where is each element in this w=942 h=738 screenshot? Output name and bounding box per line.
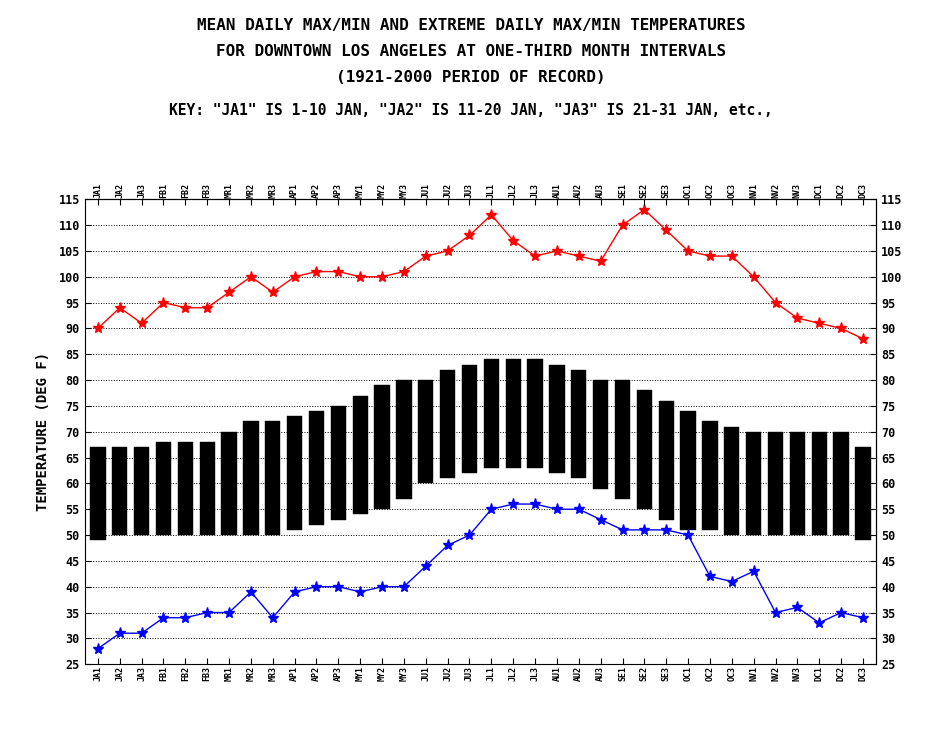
Bar <box>352 396 367 514</box>
Bar <box>112 447 127 535</box>
Bar <box>331 406 346 520</box>
Bar <box>615 380 630 499</box>
Bar <box>812 432 827 535</box>
Bar <box>265 421 281 535</box>
Bar <box>528 359 543 468</box>
Bar <box>593 380 609 489</box>
Y-axis label: TEMPERATURE (DEG F): TEMPERATURE (DEG F) <box>36 352 50 511</box>
Bar <box>506 359 521 468</box>
Bar <box>571 370 587 478</box>
Bar <box>483 359 499 468</box>
Bar <box>155 442 171 535</box>
Bar <box>440 370 455 478</box>
Bar <box>418 380 433 483</box>
Bar <box>746 432 761 535</box>
Bar <box>90 447 106 540</box>
Text: (1921-2000 PERIOD OF RECORD): (1921-2000 PERIOD OF RECORD) <box>336 70 606 85</box>
Bar <box>134 447 149 535</box>
Bar <box>397 380 412 499</box>
Bar <box>309 411 324 525</box>
Text: MEAN DAILY MAX/MIN AND EXTREME DAILY MAX/MIN TEMPERATURES: MEAN DAILY MAX/MIN AND EXTREME DAILY MAX… <box>197 18 745 33</box>
Text: KEY: "JA1" IS 1-10 JAN, "JA2" IS 11-20 JAN, "JA3" IS 21-31 JAN, etc.,: KEY: "JA1" IS 1-10 JAN, "JA2" IS 11-20 J… <box>170 103 772 118</box>
Bar <box>768 432 783 535</box>
Bar <box>658 401 674 520</box>
Text: FOR DOWNTOWN LOS ANGELES AT ONE-THIRD MONTH INTERVALS: FOR DOWNTOWN LOS ANGELES AT ONE-THIRD MO… <box>216 44 726 59</box>
Bar <box>374 385 390 509</box>
Bar <box>789 432 805 535</box>
Bar <box>637 390 652 509</box>
Bar <box>221 432 236 535</box>
Bar <box>703 421 718 530</box>
Bar <box>178 442 193 535</box>
Bar <box>855 447 870 540</box>
Bar <box>200 442 215 535</box>
Bar <box>243 421 258 535</box>
Bar <box>724 427 739 535</box>
Bar <box>680 411 696 530</box>
Bar <box>549 365 564 473</box>
Bar <box>834 432 849 535</box>
Bar <box>287 416 302 530</box>
Bar <box>462 365 478 473</box>
